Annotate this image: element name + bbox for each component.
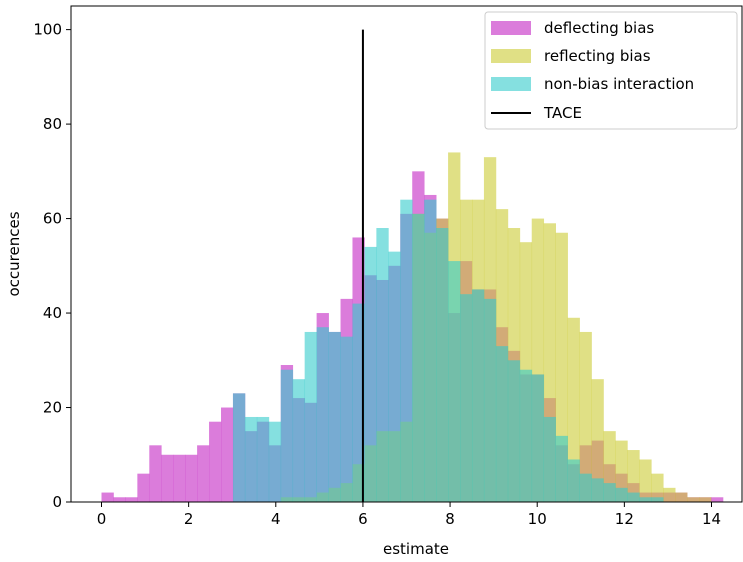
histogram-bar <box>113 497 126 502</box>
y-tick-label: 40 <box>43 304 62 322</box>
histogram-bar <box>495 346 509 502</box>
histogram-bar <box>328 331 341 502</box>
histogram-bar <box>603 483 616 502</box>
histogram-bar <box>699 497 712 502</box>
histogram-bar <box>627 492 640 502</box>
legend-frame <box>484 11 738 130</box>
histogram-bar <box>232 393 246 502</box>
histogram-bar <box>651 473 664 502</box>
y-axis-label: occurences <box>5 211 23 296</box>
histogram-bar <box>364 246 377 502</box>
y-axis: 0 20 40 60 80 100 <box>33 21 71 511</box>
histogram-bar <box>567 459 580 502</box>
histogram-bar <box>161 454 174 502</box>
histogram-bar <box>197 445 210 502</box>
histogram-bar <box>412 213 425 502</box>
histogram-bar <box>173 454 186 502</box>
histogram-bar <box>555 435 568 502</box>
histogram-bar <box>268 421 282 502</box>
histogram-bar <box>400 199 413 502</box>
x-tick-label: 10 <box>528 510 547 528</box>
legend-label-tace: TACE <box>543 104 582 122</box>
histogram-bar <box>579 473 592 502</box>
series-2 <box>232 199 664 502</box>
legend-swatch-reflecting-bias <box>491 49 531 63</box>
histogram-bar <box>591 379 604 502</box>
histogram-bar <box>567 317 580 502</box>
histogram-bar <box>221 407 234 502</box>
histogram-bar <box>388 251 401 502</box>
x-axis: 0 2 4 6 8 10 12 14 <box>97 502 721 528</box>
histogram-bar <box>639 459 652 502</box>
histogram-bar <box>507 360 521 502</box>
histogram-bar <box>627 450 640 502</box>
legend[interactable]: deflecting bias reflecting bias non-bias… <box>484 11 738 130</box>
histogram-bar <box>376 228 389 502</box>
histogram-bar <box>639 497 652 502</box>
histogram-bar <box>555 232 568 502</box>
histogram-bar <box>483 298 497 502</box>
plot-frame <box>70 5 743 503</box>
legend-swatch-deflecting-bias <box>491 21 531 35</box>
legend-swatch-non-bias-interaction <box>491 77 531 91</box>
x-tick-label: 0 <box>97 510 107 528</box>
histogram-bar <box>352 303 365 502</box>
histogram-bar <box>711 497 724 502</box>
histogram-bar <box>424 199 437 502</box>
x-tick-label: 2 <box>184 510 194 528</box>
y-tick-label: 60 <box>43 210 62 228</box>
histogram-bar <box>663 487 676 502</box>
histogram-bar <box>687 497 700 502</box>
histogram-bar <box>280 369 294 502</box>
legend-label-deflecting-bias: deflecting bias <box>544 19 654 37</box>
x-tick-label: 6 <box>358 510 368 528</box>
histogram-bar <box>101 492 114 502</box>
histogram-bar <box>256 416 270 502</box>
histogram-bar <box>137 473 150 502</box>
histogram-bar <box>125 497 138 502</box>
histogram-bar <box>615 487 628 502</box>
x-tick-label: 14 <box>702 510 721 528</box>
y-tick-label: 80 <box>43 115 62 133</box>
histogram-bar <box>615 440 628 502</box>
x-tick-label: 12 <box>615 510 634 528</box>
y-tick-label: 20 <box>43 399 62 417</box>
legend-label-non-bias-interaction: non-bias interaction <box>544 75 694 93</box>
histogram-bar <box>543 416 556 502</box>
histogram-bar <box>460 294 473 502</box>
bars-layer <box>101 152 724 503</box>
histogram-bar <box>471 289 485 502</box>
histogram-bar <box>209 421 222 502</box>
histogram-bar <box>531 374 545 502</box>
histogram-bar <box>519 369 533 502</box>
histogram-bar <box>591 478 604 502</box>
y-tick-label: 0 <box>52 493 62 511</box>
histogram-bar <box>340 336 353 502</box>
histogram-bar <box>436 228 449 502</box>
histogram-bar <box>244 416 258 502</box>
histogram-bar <box>185 454 198 502</box>
histogram-bar <box>316 327 329 502</box>
histogram-bar <box>304 331 317 502</box>
histogram-bar <box>675 492 688 502</box>
x-tick-label: 8 <box>445 510 455 528</box>
histogram-bar <box>149 445 162 502</box>
histogram-bar <box>579 331 592 502</box>
histogram-bar <box>292 379 306 502</box>
legend-label-reflecting-bias: reflecting bias <box>544 47 651 65</box>
histogram-bar <box>448 261 461 502</box>
x-tick-label: 4 <box>271 510 281 528</box>
histogram-bar <box>651 497 664 502</box>
x-axis-label: estimate <box>383 540 449 558</box>
y-tick-label: 100 <box>33 21 62 39</box>
